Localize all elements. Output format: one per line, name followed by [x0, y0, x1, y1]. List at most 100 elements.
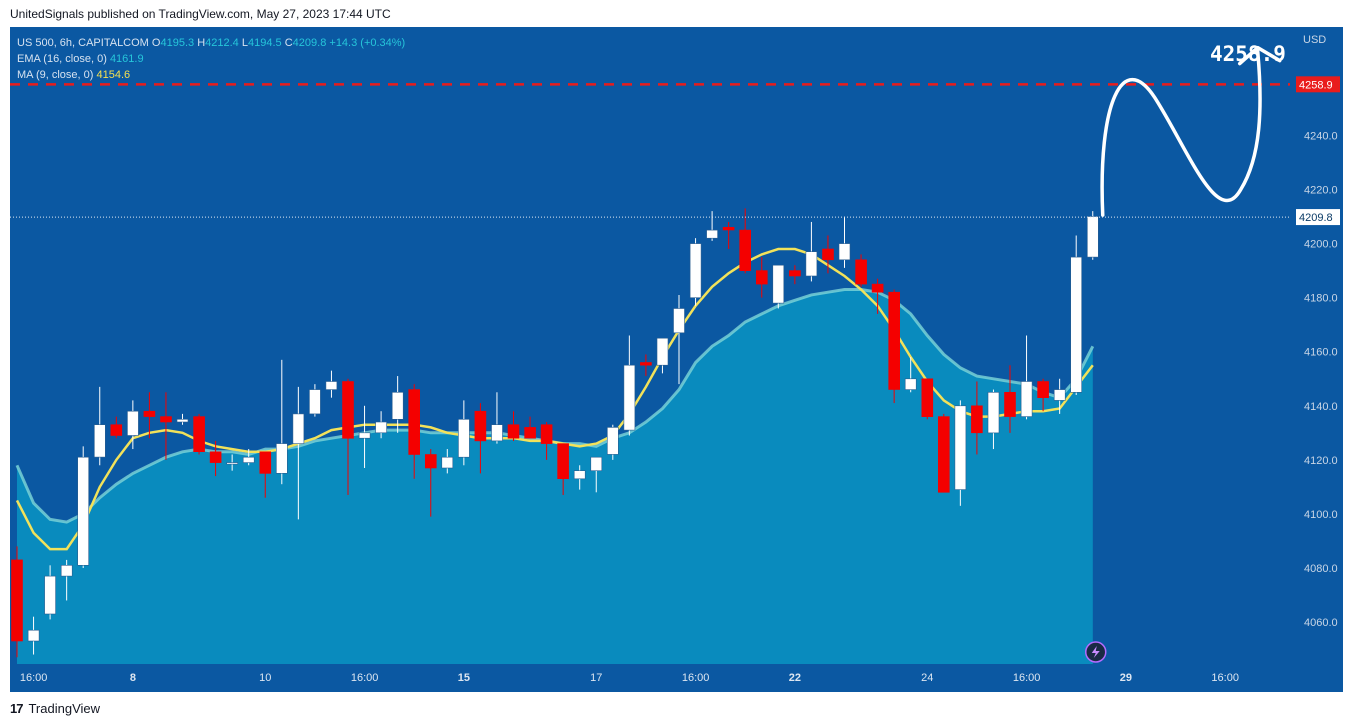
candle-body-18 [309, 389, 321, 415]
x-tick-1: 8 [130, 672, 136, 684]
price-chart[interactable]: 4258.9 USD 4060.0 4080.0 4100.0 4120.0 4140.0… [10, 27, 1343, 692]
candle-53 [888, 289, 901, 404]
candle-11 [193, 413, 205, 455]
candle-body-55 [921, 378, 934, 417]
candle-body-31 [524, 427, 536, 439]
legend-ema-label: EMA (16, close, 0) [17, 53, 107, 65]
legend-ma-row[interactable]: MA (9, close, 0) 4154.6 [17, 67, 405, 83]
legend-ema-row[interactable]: EMA (16, close, 0) 4161.9 [17, 51, 405, 67]
candle-29 [491, 392, 503, 444]
legend-ema-value: 4161.9 [109, 53, 144, 65]
candle-20 [342, 378, 354, 496]
candle-47 [789, 265, 801, 285]
candle-body-47 [789, 270, 801, 277]
candle-body-10 [176, 418, 189, 423]
candles-layer [11, 208, 1099, 658]
target-price-tag-text: 4258.9 [1299, 79, 1333, 91]
candle-body-13 [226, 462, 238, 465]
candle-38 [640, 354, 652, 377]
candle-50 [838, 216, 851, 268]
candle-body-25 [424, 454, 437, 469]
legend-l-key: L [241, 37, 248, 49]
candle-body-63 [1053, 389, 1066, 401]
candle-body-14 [242, 456, 255, 463]
y-tick-4: 4140.0 [1304, 401, 1338, 413]
candle-body-0 [11, 559, 23, 642]
candle-27 [458, 400, 470, 466]
candle-63 [1053, 378, 1066, 414]
x-tick-3: 16:00 [351, 672, 379, 684]
x-tick-2: 10 [259, 672, 271, 684]
candle-body-60 [1004, 391, 1016, 417]
candle-body-36 [606, 427, 619, 455]
time-axis-layer: 16:00 8 10 16:00 15 17 16:00 22 24 16:00 29 16:00 [20, 672, 1239, 684]
ema-fill-layer [17, 289, 1093, 664]
axis-currency: USD [1303, 34, 1326, 46]
legend-ma-value: 4154.6 [96, 69, 131, 81]
candle-44 [739, 208, 752, 274]
candle-body-32 [540, 424, 553, 444]
candle-body-50 [838, 243, 851, 261]
legend-change: +14.3 (+0.34%) [329, 37, 406, 49]
candle-16 [275, 359, 288, 485]
x-tick-7: 22 [789, 672, 801, 684]
candle-58 [971, 381, 983, 455]
chart-panel[interactable]: 4258.9 USD 4060.0 4080.0 4100.0 4120.0 4140.0… [10, 27, 1343, 692]
candle-body-1 [27, 629, 40, 642]
candle-10 [176, 413, 189, 425]
candle-body-34 [573, 470, 586, 480]
y-tick-8: 4220.0 [1304, 185, 1338, 197]
candle-60 [1004, 365, 1016, 433]
candle-body-30 [507, 424, 520, 439]
candle-8 [143, 392, 156, 439]
chart-legend: US 500, 6h, CAPITALCOM O4195.3 H4212.4 L… [17, 35, 405, 83]
candle-9 [160, 392, 172, 460]
candle-5 [94, 386, 106, 466]
candle-62 [1037, 378, 1049, 412]
candle-body-7 [127, 410, 139, 436]
candle-body-65 [1087, 216, 1099, 258]
candle-body-57 [954, 405, 967, 490]
candle-32 [540, 422, 553, 460]
candle-body-19 [325, 381, 338, 390]
x-tick-6: 16:00 [682, 672, 710, 684]
candle-body-58 [971, 405, 983, 434]
last-price-tag-text: 4209.8 [1299, 212, 1333, 224]
projection-arrowhead [1238, 45, 1282, 66]
candle-body-45 [755, 270, 768, 285]
candle-37 [623, 335, 636, 436]
legend-symbol: US 500, 6h, CAPITALCOM [17, 37, 149, 49]
candle-body-40 [673, 308, 685, 334]
candle-43 [722, 221, 735, 249]
overlay-layer: 4258.9 [10, 42, 1290, 663]
candle-23 [391, 376, 404, 433]
candle-body-33 [557, 443, 569, 480]
candle-body-43 [722, 227, 735, 231]
candle-40 [673, 294, 685, 385]
candle-52 [871, 278, 884, 314]
tradingview-logo-icon: 17 [10, 701, 24, 716]
candle-body-37 [623, 364, 636, 431]
y-tick-2: 4100.0 [1304, 509, 1338, 521]
candle-body-48 [805, 251, 818, 277]
tradingview-footer[interactable]: 17 TradingView [10, 701, 100, 716]
candle-35 [590, 456, 603, 493]
candle-body-44 [739, 229, 752, 272]
candle-59 [987, 389, 1000, 450]
candle-3 [60, 559, 73, 601]
target-price-annotation: 4258.9 [1210, 42, 1286, 66]
x-tick-11: 16:00 [1211, 672, 1239, 684]
legend-ma-label: MA (9, close, 0) [17, 69, 94, 81]
last-price-tag [1296, 209, 1340, 226]
candle-21 [358, 405, 371, 468]
candle-body-64 [1070, 256, 1082, 393]
candle-body-21 [358, 432, 371, 439]
candle-body-3 [60, 564, 73, 577]
candle-41 [689, 238, 702, 306]
x-tick-10: 29 [1120, 672, 1132, 684]
y-tick-5: 4160.0 [1304, 347, 1338, 359]
candle-body-56 [937, 416, 950, 493]
candle-body-29 [491, 424, 503, 442]
candle-42 [706, 211, 718, 241]
candle-body-59 [987, 391, 1000, 434]
